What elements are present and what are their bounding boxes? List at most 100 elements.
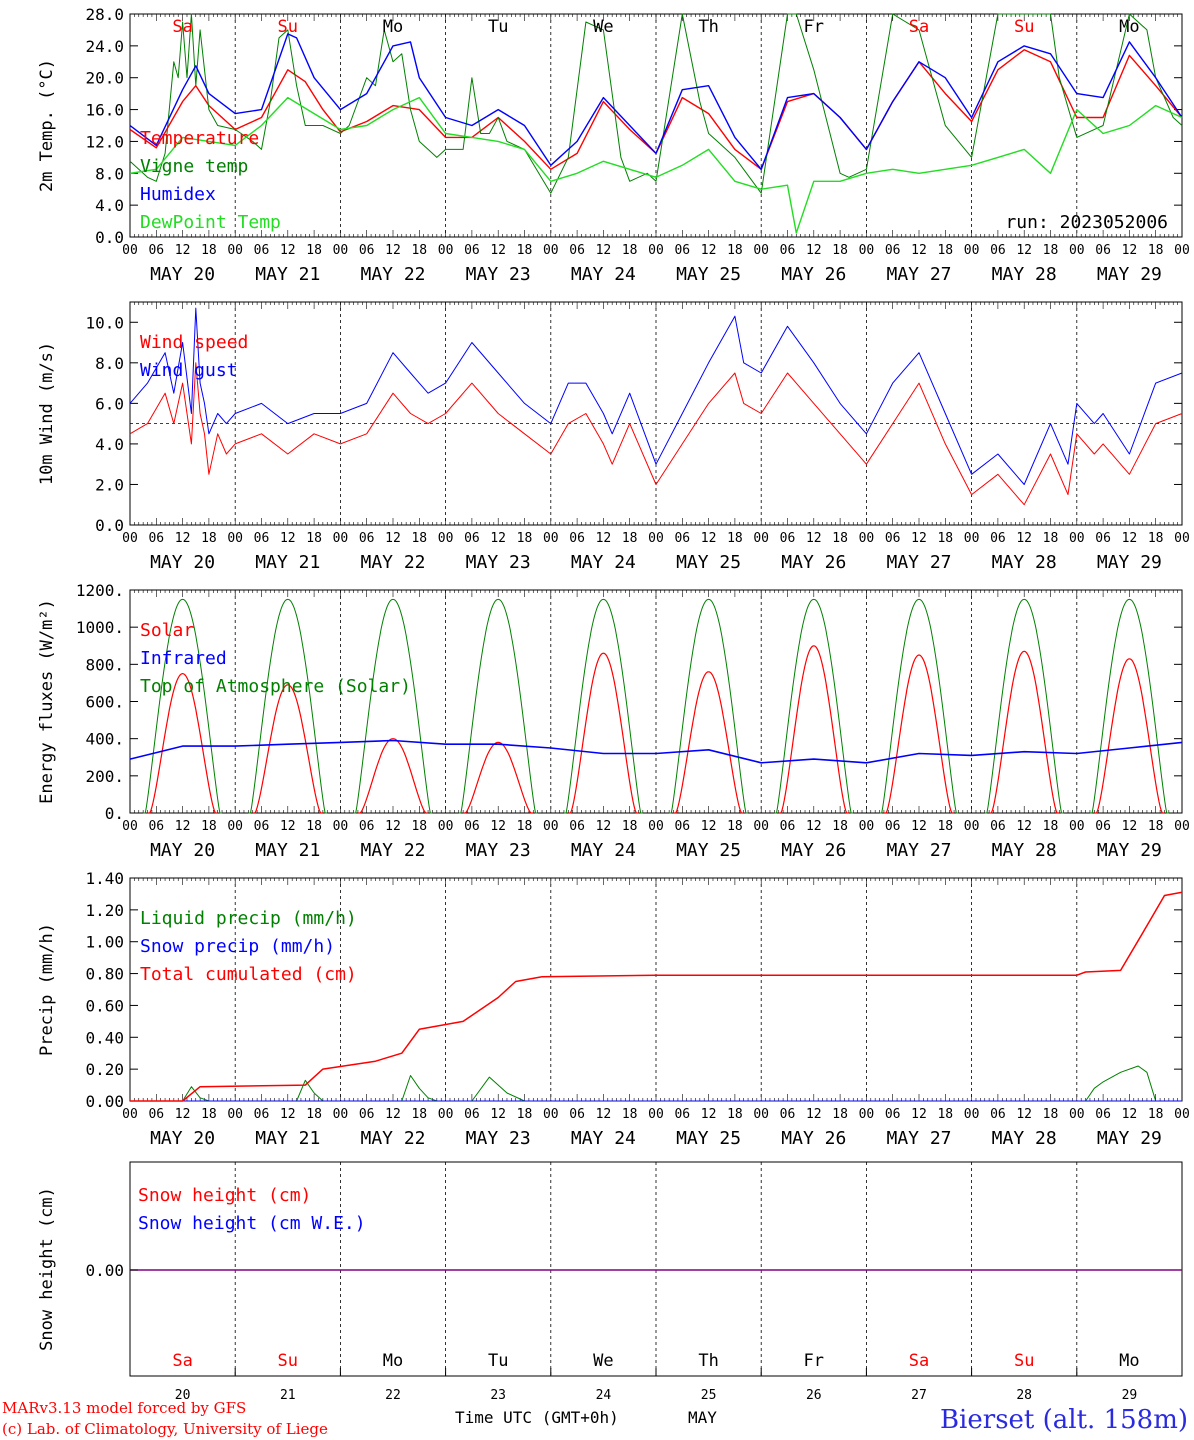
hour-tick-label: 18 bbox=[1148, 531, 1164, 546]
hour-tick-label: 06 bbox=[464, 1107, 480, 1122]
hour-tick-label: 18 bbox=[201, 819, 217, 834]
y-tick-label: 0.40 bbox=[85, 1028, 124, 1047]
hour-tick-label: 18 bbox=[411, 531, 427, 546]
day-number-label: 23 bbox=[490, 1388, 506, 1403]
y-tick-label: 28.0 bbox=[85, 5, 124, 24]
series-infrared bbox=[129, 739, 1183, 764]
date-label: MAY 21 bbox=[255, 264, 320, 285]
hour-tick-label: 06 bbox=[990, 819, 1006, 834]
hour-tick-label: 06 bbox=[885, 531, 901, 546]
hour-tick-label: 12 bbox=[806, 531, 822, 546]
y-tick-label: 8.0 bbox=[95, 164, 124, 183]
y-tick-label: 0.0 bbox=[95, 516, 124, 535]
date-label: MAY 22 bbox=[360, 1128, 425, 1149]
hour-tick-label: 00 bbox=[859, 1107, 875, 1122]
hour-tick-label: 00 bbox=[438, 531, 454, 546]
hour-tick-label: 12 bbox=[1122, 531, 1138, 546]
hour-tick-label: 18 bbox=[306, 819, 322, 834]
hour-tick-label: 00 bbox=[122, 1107, 138, 1122]
hour-tick-label: 12 bbox=[1122, 243, 1138, 258]
panel-frame bbox=[129, 301, 1183, 526]
hour-tick-label: 06 bbox=[148, 819, 164, 834]
hour-tick-label: 12 bbox=[596, 531, 612, 546]
legend-entry: Wind speed bbox=[140, 332, 248, 353]
hour-tick-label: 12 bbox=[385, 531, 401, 546]
hour-tick-label: 12 bbox=[385, 819, 401, 834]
day-name-label: Su bbox=[278, 17, 298, 37]
hour-tick-label: 00 bbox=[964, 1107, 980, 1122]
footer-copyright: (c) Lab. of Climatology, University of L… bbox=[2, 1420, 328, 1438]
hour-tick-label: 18 bbox=[622, 819, 638, 834]
day-name-label: Sa bbox=[172, 1351, 192, 1371]
hour-tick-label: 18 bbox=[306, 1107, 322, 1122]
hour-tick-label: 18 bbox=[832, 531, 848, 546]
hour-tick-label: 00 bbox=[964, 819, 980, 834]
legend-entry: Vigne temp bbox=[140, 156, 248, 177]
hour-tick-label: 18 bbox=[727, 531, 743, 546]
series-temperature bbox=[129, 49, 1183, 171]
wind-panel: 00 06 12 18 MAY 20 00 06 12 18 MAY 21 00 06 12 18 MAY … bbox=[37, 301, 1190, 573]
hour-tick-label: 12 bbox=[806, 819, 822, 834]
hour-tick-label: 12 bbox=[1016, 1107, 1032, 1122]
series-solar-day bbox=[883, 654, 955, 814]
y-axis-title: 2m Temp. (°C) bbox=[37, 59, 57, 192]
date-label: MAY 26 bbox=[781, 264, 846, 285]
hour-tick-label: 06 bbox=[254, 531, 270, 546]
hour-tick-label: 00 bbox=[122, 819, 138, 834]
series-solar-day bbox=[463, 741, 534, 814]
hour-tick-label: 18 bbox=[1148, 243, 1164, 258]
hour-tick-label: 12 bbox=[701, 1107, 717, 1122]
hour-tick-label: 06 bbox=[359, 531, 375, 546]
hour-tick-label: 00 bbox=[543, 819, 559, 834]
x-axis-title: Time UTC (GMT+0h) bbox=[455, 1408, 619, 1427]
hour-tick-label: 00 bbox=[753, 531, 769, 546]
hour-tick-label: 00 bbox=[438, 243, 454, 258]
hour-tick-label: 06 bbox=[148, 1107, 164, 1122]
legend-entry: Wind gust bbox=[140, 360, 238, 381]
legend-entry: Total cumulated (cm) bbox=[140, 964, 357, 985]
hour-tick-label: 00 bbox=[753, 1107, 769, 1122]
hour-tick-label: 18 bbox=[1148, 1107, 1164, 1122]
series-top-of-atmosphere-day bbox=[248, 598, 328, 814]
date-label: MAY 20 bbox=[150, 552, 215, 573]
hour-tick-label: 06 bbox=[254, 243, 270, 258]
footer-model: MARv3.13 model forced by GFS bbox=[2, 1399, 246, 1417]
hour-tick-label: 12 bbox=[596, 819, 612, 834]
date-label: MAY 23 bbox=[466, 264, 531, 285]
hour-tick-label: 00 bbox=[438, 819, 454, 834]
hour-tick-label: 12 bbox=[1016, 243, 1032, 258]
hour-tick-label: 00 bbox=[753, 819, 769, 834]
series-solar-day bbox=[1094, 658, 1165, 814]
hour-tick-label: 12 bbox=[280, 243, 296, 258]
y-tick-label: 0.00 bbox=[85, 1261, 124, 1280]
hour-tick-label: 18 bbox=[832, 243, 848, 258]
hour-tick-label: 18 bbox=[1043, 819, 1059, 834]
date-label: MAY 28 bbox=[992, 840, 1057, 861]
energy-panel: 00 06 12 18 MAY 20 00 06 12 18 MAY 21 00 06 12 18 MAY … bbox=[37, 581, 1190, 861]
hour-tick-label: 12 bbox=[490, 531, 506, 546]
series-top-of-atmosphere-day bbox=[879, 598, 959, 814]
day-name-label: Mo bbox=[383, 1351, 403, 1371]
y-tick-label: 1.00 bbox=[85, 933, 124, 952]
hour-tick-label: 00 bbox=[1069, 819, 1085, 834]
hour-tick-label: 18 bbox=[201, 243, 217, 258]
day-number-label: 27 bbox=[911, 1388, 927, 1403]
hour-tick-label: 00 bbox=[964, 531, 980, 546]
y-tick-label: 2.0 bbox=[95, 475, 124, 494]
station-label: Bierset (alt. 158m) bbox=[940, 1405, 1188, 1435]
hour-tick-label: 12 bbox=[911, 531, 927, 546]
series-solar-day bbox=[989, 650, 1060, 814]
hour-tick-label: 06 bbox=[1095, 819, 1111, 834]
hour-tick-label: 00 bbox=[648, 531, 664, 546]
y-axis-title: Energy fluxes (W/m²) bbox=[37, 599, 57, 804]
hour-tick-label: 18 bbox=[411, 819, 427, 834]
hour-tick-label: 06 bbox=[569, 819, 585, 834]
hour-tick-label: 06 bbox=[780, 243, 796, 258]
hour-tick-label: 18 bbox=[306, 531, 322, 546]
hour-tick-label: 06 bbox=[464, 243, 480, 258]
date-label: MAY 27 bbox=[886, 264, 951, 285]
hour-tick-label: 00 bbox=[227, 819, 243, 834]
hour-tick-label: 12 bbox=[701, 243, 717, 258]
day-number-label: 25 bbox=[701, 1388, 717, 1403]
y-tick-label: 0.0 bbox=[95, 228, 124, 247]
